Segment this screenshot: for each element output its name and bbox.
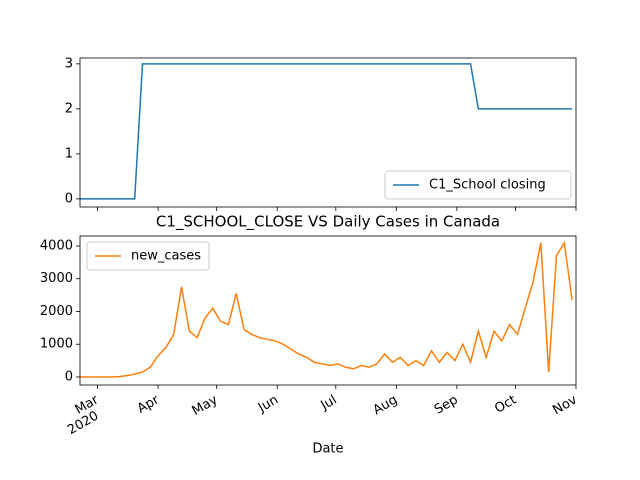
legend-label: C1_School closing: [429, 178, 546, 193]
chart-title: C1_SCHOOL_CLOSE VS Daily Cases in Canada: [156, 213, 500, 232]
plot-frame: [79, 57, 577, 208]
x-tick-label: Jul: [318, 393, 340, 414]
y-tick-label: 0: [65, 369, 73, 384]
y-tick-label: 3: [65, 56, 73, 71]
y-tick-label: 0: [65, 191, 73, 206]
x-tick-label: Sep: [432, 393, 461, 418]
y-tick-label: 2000: [40, 304, 73, 319]
y-tick-label: 3000: [40, 271, 73, 286]
data-line: [80, 240, 573, 378]
y-tick-label: 2: [65, 101, 73, 116]
y-tick-label: 1000: [40, 337, 73, 352]
legend-box: [384, 170, 572, 200]
plot-frame: [79, 235, 577, 386]
x-tick-label: Nov: [550, 392, 580, 418]
legend-box: [86, 241, 210, 271]
x-axis-label: Date: [312, 442, 343, 457]
x-tick-label: May: [190, 392, 221, 419]
data-line: [80, 63, 573, 200]
x-tick-label: Jun: [255, 393, 281, 417]
y-tick-label: 4000: [40, 238, 73, 253]
y-tick-label: 1: [65, 146, 73, 161]
legend-label: new_cases: [131, 249, 201, 264]
x-tick-label: Oct: [492, 393, 519, 417]
x-tick-label: Apr: [135, 392, 163, 417]
x-tick-label: Aug: [371, 393, 400, 419]
